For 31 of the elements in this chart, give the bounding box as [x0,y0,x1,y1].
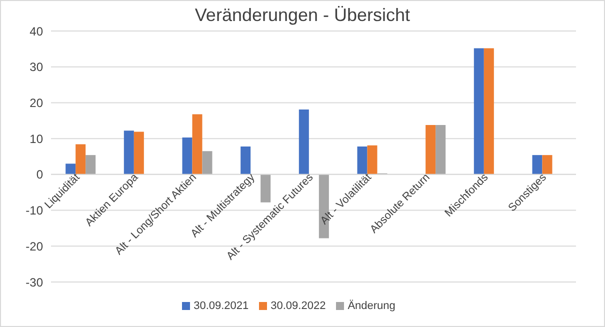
bar [86,155,96,174]
y-tick-label: -10 [26,204,44,218]
y-tick-label: -20 [26,239,44,254]
bar [357,146,368,174]
bar [202,151,212,174]
y-tick-label: -30 [26,275,44,290]
bar [76,144,86,174]
bar [367,145,378,174]
bar [474,48,484,174]
y-tick-label: 30 [30,60,44,74]
y-tick-label: 10 [30,132,44,146]
bar [532,155,542,174]
bar [192,114,202,174]
y-tick-label: 0 [36,168,44,182]
bar [134,132,144,174]
chart-title: Veränderungen - Übersicht [194,5,412,26]
bar [240,146,251,174]
bar [542,155,552,174]
legend-label: 30.09.2022 [270,300,326,312]
bar [182,137,192,174]
legend-label: Änderung [348,300,396,312]
bar [298,110,309,174]
bar [426,124,436,174]
bar [260,174,271,202]
y-tick-label: 20 [30,96,44,110]
legend-label: 30.09.2021 [194,300,249,312]
bar [66,164,76,174]
y-tick-label: 40 [30,24,44,38]
bar [124,130,134,174]
bar [436,124,446,174]
bar [484,48,494,174]
